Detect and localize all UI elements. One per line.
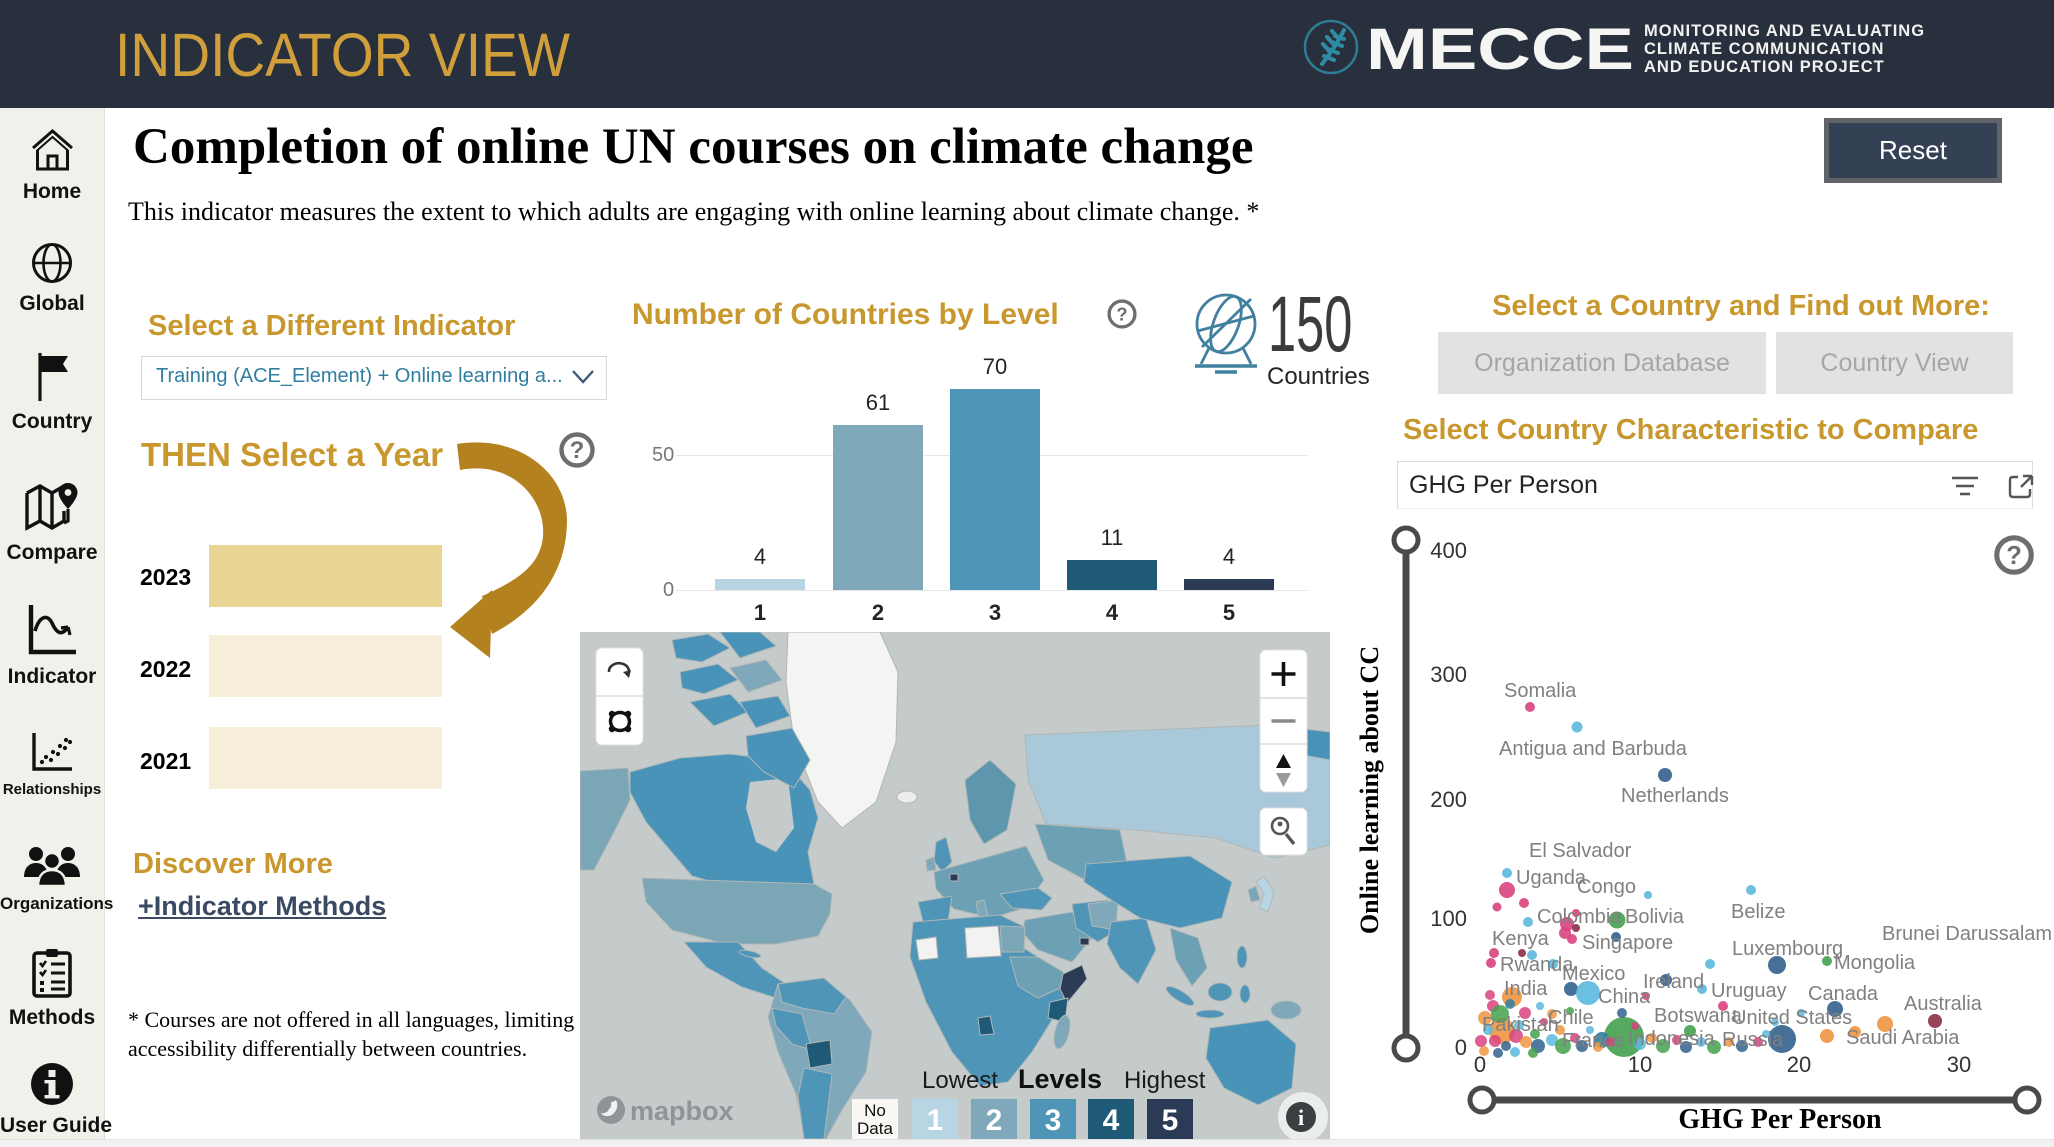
svg-text:Australia: Australia (1904, 993, 1983, 1015)
svg-text:Colombia: Colombia (1537, 906, 1622, 928)
svg-text:0: 0 (1474, 1052, 1486, 1077)
svg-text:Pakistan: Pakistan (1482, 1014, 1559, 1036)
svg-text:France: France (1562, 1030, 1624, 1052)
svg-text:1: 1 (927, 1104, 944, 1137)
svg-text:Bolivia: Bolivia (1625, 906, 1685, 928)
svg-text:Indonesia: Indonesia (1628, 1028, 1716, 1050)
svg-text:CLIMATE COMMUNICATION: CLIMATE COMMUNICATION (1644, 40, 1884, 58)
svg-text:MONITORING AND EVALUATING: MONITORING AND EVALUATING (1644, 22, 1925, 40)
svg-text:El Salvador: El Salvador (1529, 840, 1632, 862)
svg-text:Data: Data (857, 1119, 893, 1138)
svg-text:Somalia: Somalia (1504, 680, 1577, 702)
svg-text:Antigua and Barbuda: Antigua and Barbuda (1499, 738, 1688, 760)
svg-text:300: 300 (1430, 662, 1467, 687)
svg-text:Brunei Darussalam: Brunei Darussalam (1882, 923, 2052, 945)
svg-text:?: ? (2006, 542, 2022, 570)
svg-text:Uruguay: Uruguay (1711, 980, 1787, 1002)
svg-text:100: 100 (1430, 906, 1467, 931)
svg-text:Canada: Canada (1808, 983, 1879, 1005)
svg-text:Netherlands: Netherlands (1621, 785, 1729, 807)
svg-text:?: ? (570, 437, 585, 464)
svg-text:India: India (1504, 978, 1548, 1000)
svg-text:4: 4 (1103, 1104, 1120, 1137)
svg-text:Botswana: Botswana (1654, 1005, 1743, 1027)
svg-text:0: 0 (1455, 1035, 1467, 1060)
svg-text:mapbox: mapbox (630, 1096, 734, 1126)
svg-text:i: i (1298, 1105, 1304, 1130)
svg-text:Belize: Belize (1731, 901, 1785, 923)
svg-text:Chile: Chile (1548, 1007, 1594, 1029)
svg-text:Highest: Highest (1124, 1067, 1206, 1094)
svg-text:30: 30 (1947, 1052, 1971, 1077)
svg-text:Mongolia: Mongolia (1834, 952, 1916, 974)
svg-text:3: 3 (1045, 1104, 1062, 1137)
svg-text:Saudi Arabia: Saudi Arabia (1846, 1027, 1960, 1049)
svg-text:No: No (864, 1101, 886, 1120)
svg-text:Rwanda: Rwanda (1500, 954, 1574, 976)
svg-text:Lowest: Lowest (922, 1067, 998, 1094)
svg-text:Congo: Congo (1577, 876, 1636, 898)
svg-text:Kenya: Kenya (1492, 928, 1550, 950)
svg-text:Singapore: Singapore (1582, 932, 1673, 954)
svg-text:5: 5 (1162, 1104, 1179, 1137)
svg-text:20: 20 (1787, 1052, 1811, 1077)
svg-text:Luxembourg: Luxembourg (1732, 938, 1843, 960)
svg-text:Uganda: Uganda (1516, 867, 1587, 889)
svg-text:MECCE: MECCE (1366, 17, 1634, 82)
svg-text:200: 200 (1430, 787, 1467, 812)
svg-text:Online learning about CC: Online learning about CC (1355, 646, 1384, 934)
svg-text:AND EDUCATION PROJECT: AND EDUCATION PROJECT (1644, 58, 1885, 76)
svg-text:GHG Per Person: GHG Per Person (1678, 1104, 1882, 1135)
svg-text:2: 2 (986, 1104, 1003, 1137)
svg-text:United States: United States (1732, 1007, 1852, 1029)
svg-text:400: 400 (1430, 538, 1467, 563)
svg-text:China: China (1598, 986, 1651, 1008)
svg-text:Russia: Russia (1722, 1029, 1784, 1051)
svg-text:Mexico: Mexico (1562, 963, 1625, 985)
svg-text:Levels: Levels (1018, 1064, 1102, 1094)
svg-text:10: 10 (1628, 1052, 1652, 1077)
svg-text:Ireland: Ireland (1643, 971, 1704, 993)
svg-text:?: ? (1116, 303, 1127, 324)
